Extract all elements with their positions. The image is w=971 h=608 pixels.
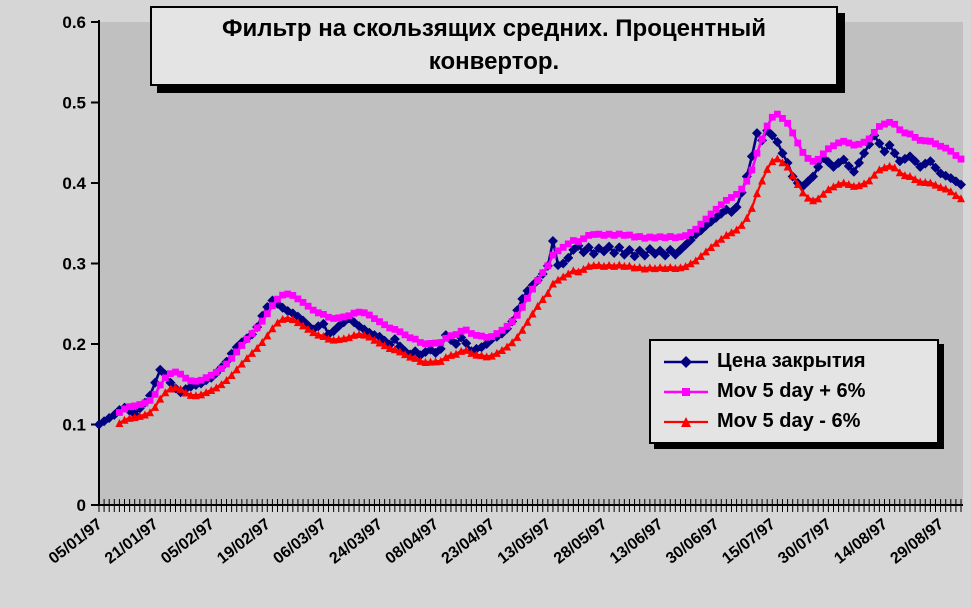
y-tick-label: 0.5: [62, 94, 86, 113]
series-mov5-plus6: [116, 110, 965, 416]
x-tick-label: 28/05/97: [551, 516, 611, 568]
x-tick-label: 29/08/97: [888, 516, 948, 568]
y-tick-label: 0: [77, 496, 86, 515]
legend: Цена закрытия Mov 5 day + 6% Mov 5 day -…: [649, 339, 939, 444]
x-tick-label: 06/03/97: [270, 516, 330, 568]
chart-title-line-1: Фильтр на скользящих средних. Процентный: [222, 15, 766, 42]
x-tick-label: 23/04/97: [439, 516, 499, 568]
y-tick-label: 0.4: [62, 174, 86, 193]
x-tick-label: 13/05/97: [495, 516, 555, 568]
chart-title-line-2: конвертор.: [428, 48, 560, 76]
x-axis-labels: 05/01/9721/01/9705/02/9719/02/9706/03/97…: [46, 516, 947, 568]
legend-square-marker-icon: [664, 387, 708, 396]
legend-item-mov-plus: Mov 5 day + 6%: [663, 380, 929, 403]
y-tick-label: 0.1: [62, 416, 86, 435]
legend-label-mov-plus: Mov 5 day + 6%: [717, 380, 866, 402]
x-tick-label: 14/08/97: [831, 516, 891, 568]
legend-diamond-marker-icon: [664, 355, 708, 368]
legend-item-mov-minus: Mov 5 day - 6%: [663, 410, 929, 433]
x-tick-label: 30/07/97: [775, 516, 835, 568]
x-tick-label: 05/01/97: [46, 516, 106, 568]
legend-triangle-marker-icon: [664, 416, 708, 427]
x-tick-label: 13/06/97: [607, 516, 667, 568]
legend-label-close-price: Цена закрытия: [717, 350, 866, 372]
x-tick-label: 05/02/97: [158, 516, 218, 568]
y-tick-label: 0.3: [62, 255, 86, 274]
x-tick-label: 24/03/97: [326, 516, 386, 568]
x-tick-label: 08/04/97: [383, 516, 443, 568]
series-mov5-minus6: [115, 154, 966, 427]
x-axis-ticks: [98, 499, 962, 512]
y-tick-label: 0.6: [62, 13, 86, 32]
legend-item-close-price: Цена закрытия: [663, 350, 929, 373]
x-tick-label: 21/01/97: [102, 516, 162, 568]
chart-title: Фильтр на скользящих средних. Процентный…: [150, 6, 838, 87]
x-tick-label: 30/06/97: [663, 516, 723, 568]
x-tick-label: 15/07/97: [719, 516, 779, 568]
y-axis-ticks: 0 0.1 0.2 0.3 0.4 0.5 0.6: [62, 13, 99, 515]
x-tick-label: 19/02/97: [214, 516, 274, 568]
y-tick-label: 0.2: [62, 335, 86, 354]
legend-label-mov-minus: Mov 5 day - 6%: [717, 410, 861, 432]
